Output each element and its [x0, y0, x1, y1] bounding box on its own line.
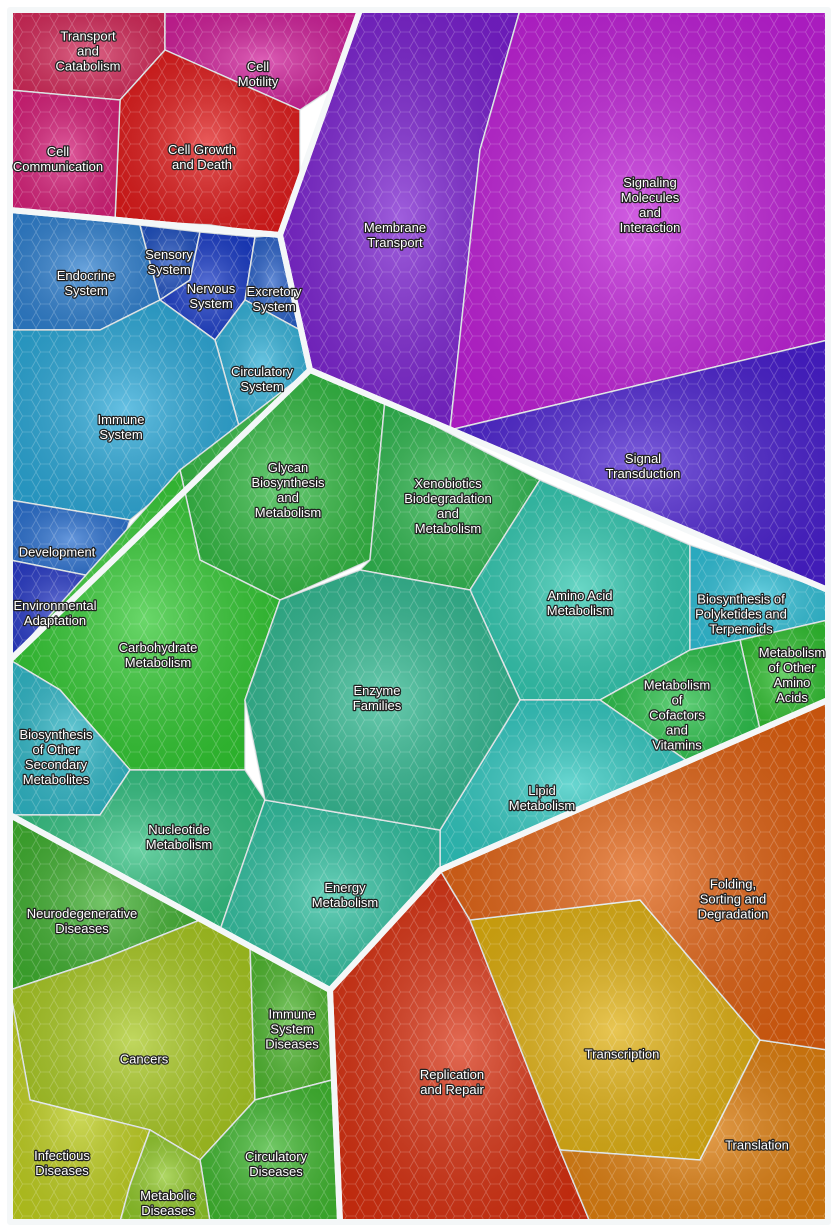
region-label: and — [77, 43, 99, 58]
region-label: Transport — [60, 28, 116, 43]
region-label: Cell — [247, 59, 270, 74]
region-label: Diseases — [141, 1203, 195, 1218]
group-border — [327, 697, 831, 1225]
region-label: Metabolism — [547, 603, 613, 618]
region-label: Signaling — [623, 175, 677, 190]
region-label: and — [277, 490, 299, 505]
region-label: of — [672, 692, 683, 707]
region-label: Translation — [725, 1137, 789, 1152]
region-label: Infectious — [34, 1148, 90, 1163]
region-label: Immune — [269, 1006, 316, 1021]
region-label: Lipid — [528, 783, 555, 798]
region-label: Xenobiotics — [414, 476, 482, 491]
region-label: Nucleotide — [148, 822, 209, 837]
region-label: Circulatory — [245, 1149, 308, 1164]
region-label: Folding, — [710, 876, 756, 891]
region-label: Sorting and — [700, 891, 767, 906]
region-label: Acids — [776, 690, 808, 705]
region-label: Metabolism — [255, 505, 321, 520]
region-label: Adaptation — [24, 613, 86, 628]
region-label: Catabolism — [55, 58, 120, 73]
region-label: Terpenoids — [709, 621, 773, 636]
region-label: Membrane — [364, 220, 426, 235]
region-label: Diseases — [249, 1164, 303, 1179]
region-label: Cancers — [120, 1051, 169, 1066]
region-label: Enzyme — [354, 683, 401, 698]
region-label: Amino — [774, 675, 811, 690]
region-label: Interaction — [620, 220, 681, 235]
region-label: Signal — [625, 451, 661, 466]
region-label: Sensory — [145, 247, 193, 262]
region-label: Degradation — [698, 906, 769, 921]
region-label: Polyketides and — [695, 606, 787, 621]
region-label: System — [64, 283, 107, 298]
region-label: and — [639, 205, 661, 220]
region-label: Excretory — [247, 284, 302, 299]
region-label: Biosynthesis of — [697, 591, 785, 606]
region-label: Nervous — [187, 281, 236, 296]
region-label: Transduction — [606, 466, 681, 481]
region-label: Biodegradation — [404, 491, 491, 506]
region-label: Immune — [98, 412, 145, 427]
region-label: Diseases — [55, 921, 109, 936]
region-label: and Death — [172, 157, 232, 172]
region-label: System — [240, 379, 283, 394]
region-label: System — [252, 299, 295, 314]
region-label: Development — [19, 544, 96, 559]
region-label: Secondary — [25, 757, 88, 772]
region-label: and Repair — [420, 1082, 484, 1097]
region-label: Biosynthesis — [252, 475, 325, 490]
region-label: System — [270, 1021, 313, 1036]
region-label: Metabolism — [509, 798, 575, 813]
region-label: Families — [353, 698, 402, 713]
region-label: Metabolism — [415, 521, 481, 536]
region-label: System — [147, 262, 190, 277]
region-label: Energy — [324, 880, 366, 895]
region-label: Cell Growth — [168, 142, 236, 157]
region-label: Neurodegenerative — [27, 906, 138, 921]
region-label: Metabolism — [759, 645, 825, 660]
region-label: Environmental — [13, 598, 96, 613]
region-label: System — [99, 427, 142, 442]
region-label: Carbohydrate — [119, 640, 198, 655]
region-label: Transcription — [585, 1046, 660, 1061]
region-label: Metabolites — [23, 772, 90, 787]
region-label: Metabolic — [140, 1188, 196, 1203]
region-label: Motility — [238, 74, 279, 89]
region-label: and — [437, 506, 459, 521]
region-label: System — [189, 296, 232, 311]
region-label: Amino Acid — [547, 588, 612, 603]
region-label: Metabolism — [125, 655, 191, 670]
region-label: Metabolism — [644, 677, 710, 692]
region-label: Transport — [367, 235, 423, 250]
mesh-overlay — [10, 10, 828, 1222]
region-label: Glycan — [268, 460, 308, 475]
region-label: Biosynthesis — [20, 727, 93, 742]
region-label: Replication — [420, 1067, 484, 1082]
region-label: Molecules — [621, 190, 680, 205]
region-label: Cofactors — [649, 707, 705, 722]
region-label: Metabolism — [312, 895, 378, 910]
group-borders — [7, 7, 831, 1225]
region-label: Communication — [13, 159, 103, 174]
region-label: Diseases — [265, 1036, 319, 1051]
region-label: and — [666, 722, 688, 737]
region-label: Metabolism — [146, 837, 212, 852]
region-label: Circulatory — [231, 364, 294, 379]
region-label: Endocrine — [57, 268, 116, 283]
region-label: Vitamins — [652, 737, 702, 752]
region-label: of Other — [33, 742, 81, 757]
region-label: Cell — [47, 144, 70, 159]
region-label: Diseases — [35, 1163, 89, 1178]
region-label: of Other — [769, 660, 817, 675]
